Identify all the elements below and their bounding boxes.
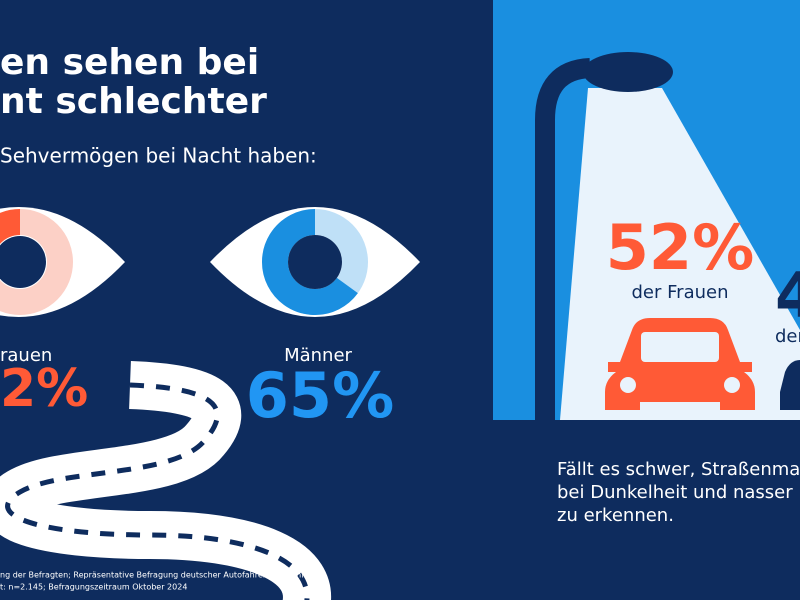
car-partial bbox=[780, 360, 800, 410]
eye-value: 2% bbox=[0, 359, 88, 419]
donut-arc bbox=[262, 209, 358, 315]
footnote: ng der Befragten; Repräsentative Befragu… bbox=[0, 571, 313, 580]
lamp-label: der bbox=[775, 326, 800, 347]
question: bei Dunkelheit und nasser F bbox=[557, 482, 800, 503]
iris-part bbox=[0, 209, 21, 244]
lamp-label: der Frauen bbox=[632, 282, 729, 303]
eye-label: Männer bbox=[284, 345, 352, 366]
headline: nt schlechter bbox=[0, 81, 267, 122]
pupil bbox=[288, 235, 342, 289]
road-marking bbox=[5, 382, 310, 600]
car-light bbox=[724, 377, 740, 393]
pupil bbox=[0, 236, 46, 288]
lamp-head bbox=[583, 52, 673, 92]
car-light bbox=[620, 377, 636, 393]
eye-value: 65% bbox=[246, 359, 394, 432]
light-cone bbox=[560, 88, 800, 420]
eye-label: rauen bbox=[0, 345, 52, 366]
lamp-value: 4 bbox=[775, 259, 800, 332]
headline: en sehen bei bbox=[0, 42, 259, 83]
car-window bbox=[641, 332, 719, 362]
footnote: t: n=2.145; Befragungszeitraum Oktober 2… bbox=[0, 583, 187, 592]
question: Fällt es schwer, Straßenmark bbox=[557, 459, 800, 480]
lamp-pole bbox=[535, 58, 591, 420]
subtitle: Sehvermögen bei Nacht haben: bbox=[0, 144, 317, 168]
question: zu erkennen. bbox=[557, 505, 674, 526]
lamp-value: 52% bbox=[606, 211, 754, 284]
